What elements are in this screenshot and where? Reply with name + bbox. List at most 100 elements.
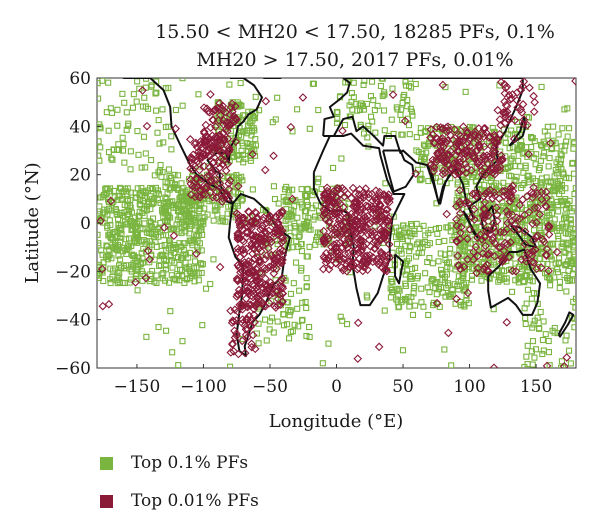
scatter-point xyxy=(367,217,377,226)
scatter-point xyxy=(533,151,540,158)
scatter-point xyxy=(440,168,450,177)
scatter-point xyxy=(529,324,536,331)
scatter-point xyxy=(502,82,512,92)
scatter-point xyxy=(249,289,258,298)
scatter-point xyxy=(117,256,124,263)
scatter-point xyxy=(447,245,454,253)
scatter-point xyxy=(552,166,559,173)
scatter-point xyxy=(442,156,452,165)
scatter-point xyxy=(571,190,576,198)
scatter-point xyxy=(198,269,205,276)
scatter-point xyxy=(557,177,564,185)
scatter-point xyxy=(500,186,510,196)
scatter-point xyxy=(213,103,223,113)
scatter-point xyxy=(449,287,456,294)
scatter-point xyxy=(179,102,186,109)
scatter-point xyxy=(463,288,473,298)
scatter-point xyxy=(271,228,280,238)
scatter-point xyxy=(463,255,472,264)
scatter-point xyxy=(570,298,576,305)
scatter-point xyxy=(239,268,249,277)
scatter-point xyxy=(541,201,550,211)
scatter-point xyxy=(490,261,497,268)
scatter-point xyxy=(459,273,466,280)
scatter-point xyxy=(104,252,111,259)
scatter-point xyxy=(529,107,539,117)
scatter-point xyxy=(537,308,544,316)
scatter-point xyxy=(151,234,158,241)
scatter-point xyxy=(162,258,169,265)
scatter-point xyxy=(261,274,270,283)
scatter-point xyxy=(162,205,169,213)
scatter-point xyxy=(248,154,255,161)
scatter-point xyxy=(480,232,490,242)
scatter-point xyxy=(247,241,257,251)
scatter-point xyxy=(330,164,337,171)
scatter-point xyxy=(506,184,515,193)
scatter-point xyxy=(299,299,306,306)
scatter-point xyxy=(331,247,341,257)
scatter-point xyxy=(186,175,196,184)
scatter-point xyxy=(240,151,247,158)
scatter-point xyxy=(494,243,504,252)
x-axis-ticks: −150 −100 −50 0 50 100 150 xyxy=(114,364,552,397)
scatter-point xyxy=(304,186,311,193)
scatter-point xyxy=(261,302,270,311)
scatter-point xyxy=(161,207,168,214)
scatter-point xyxy=(371,186,381,196)
scatter-point xyxy=(114,122,121,129)
scatter-point xyxy=(180,246,187,254)
scatter-point xyxy=(569,160,576,167)
scatter-point xyxy=(274,94,281,101)
scatter-point xyxy=(422,270,429,277)
scatter-point xyxy=(529,91,538,101)
scatter-point xyxy=(481,181,488,189)
scatter-point xyxy=(538,235,548,244)
scatter-point xyxy=(141,273,151,283)
scatter-point xyxy=(303,332,310,340)
scatter-point xyxy=(219,128,228,138)
scatter-point xyxy=(137,202,144,209)
scatter-point xyxy=(198,247,205,254)
scatter-point xyxy=(168,146,175,153)
scatter-point xyxy=(184,190,191,197)
x-tick-label: 50 xyxy=(392,377,414,397)
scatter-point xyxy=(196,240,203,247)
scatter-point xyxy=(499,228,509,237)
scatter-point xyxy=(365,122,372,129)
scatter-point xyxy=(351,209,361,218)
scatter-point xyxy=(161,241,168,249)
scatter-point xyxy=(245,122,252,130)
scatter-point xyxy=(490,238,499,248)
scatter-point xyxy=(317,229,324,236)
scatter-point xyxy=(559,223,566,230)
scatter-point xyxy=(209,157,218,167)
scatter-point xyxy=(225,110,235,119)
scatter-point xyxy=(402,282,409,289)
scatter-point xyxy=(222,189,231,199)
scatter-point xyxy=(364,235,374,245)
scatter-point xyxy=(107,188,114,195)
scatter-point xyxy=(560,364,567,368)
scatter-point xyxy=(432,225,439,232)
scatter-point xyxy=(277,206,287,216)
scatter-point xyxy=(125,120,132,127)
scatter-point xyxy=(169,349,176,356)
scatter-point xyxy=(560,169,567,176)
scatter-point xyxy=(215,163,225,172)
scatter-point xyxy=(438,80,448,90)
scatter-point xyxy=(115,215,122,222)
coastline-greenland-edge xyxy=(263,78,282,79)
scatter-point xyxy=(563,214,570,221)
scatter-point xyxy=(438,266,445,273)
scatter-point xyxy=(98,301,108,311)
scatter-point xyxy=(500,179,507,186)
scatter-point xyxy=(321,204,331,214)
y-tick-label: 20 xyxy=(69,166,91,186)
scatter-point xyxy=(157,161,164,169)
scatter-point xyxy=(469,255,478,265)
scatter-point xyxy=(478,210,488,220)
scatter-point xyxy=(547,276,554,283)
scatter-point xyxy=(275,281,285,291)
